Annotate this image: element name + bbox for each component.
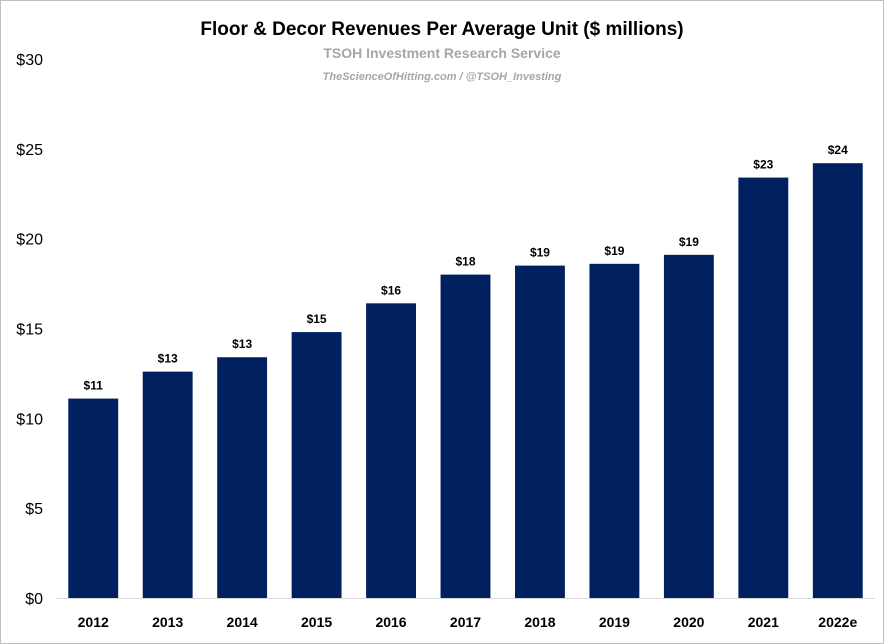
y-tick-label: $10 [16, 411, 43, 428]
bar [366, 303, 416, 598]
bar [738, 177, 789, 598]
x-tick-label: 2019 [599, 614, 630, 630]
bar [515, 265, 565, 598]
data-label: $13 [232, 337, 252, 351]
bar [812, 163, 863, 598]
y-axis: $0 $5 $10 $15 $20 $25 $30 [16, 52, 43, 608]
x-tick-label: 2021 [748, 614, 779, 630]
data-label: $13 [158, 352, 178, 366]
chart-source: TheScienceOfHitting.com / @TSOH_Investin… [323, 71, 562, 83]
x-tick-label: 2018 [524, 614, 555, 630]
data-label: $19 [530, 246, 550, 260]
bar [291, 332, 342, 598]
bars-group: $11 $13 $13 $15 $16 $18 $19 $19 $19 $23 $24 [68, 143, 863, 598]
data-label: $19 [679, 235, 699, 249]
data-label: $18 [455, 255, 475, 269]
x-tick-label: 2022e [818, 614, 857, 630]
y-tick-label: $0 [25, 591, 43, 608]
bar [68, 398, 119, 598]
x-tick-label: 2016 [375, 614, 406, 630]
x-tick-label: 2020 [673, 614, 704, 630]
x-tick-label: 2015 [301, 614, 332, 630]
bar [589, 263, 640, 598]
data-label: $23 [753, 158, 773, 172]
data-label: $24 [828, 143, 848, 157]
bar [663, 254, 714, 598]
x-tick-label: 2013 [152, 614, 183, 630]
bar [142, 371, 193, 598]
y-tick-label: $25 [16, 142, 43, 159]
y-tick-label: $20 [16, 232, 43, 249]
bar [217, 357, 268, 598]
chart-title: Floor & Decor Revenues Per Average Unit … [200, 19, 683, 40]
x-axis: 2012 2013 2014 2015 2016 2017 2018 2019 2020 2021… [78, 614, 858, 630]
data-label: $15 [307, 312, 327, 326]
data-label: $16 [381, 283, 401, 297]
x-tick-label: 2012 [78, 614, 109, 630]
x-tick-label: 2014 [227, 614, 258, 630]
y-tick-label: $15 [16, 322, 43, 339]
y-tick-label: $5 [25, 501, 43, 518]
bar [440, 274, 491, 598]
data-label: $11 [84, 379, 104, 393]
chart-subtitle: TSOH Investment Research Service [323, 45, 561, 61]
x-tick-label: 2017 [450, 614, 481, 630]
y-tick-label: $30 [16, 52, 43, 69]
data-label: $19 [604, 244, 624, 258]
